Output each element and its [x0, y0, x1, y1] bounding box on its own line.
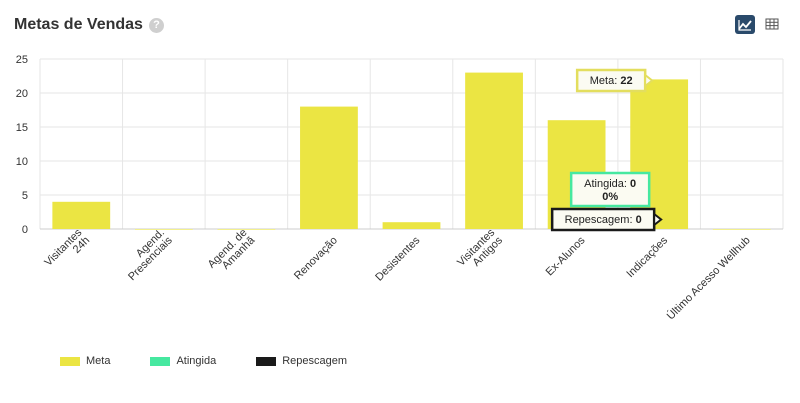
chart-title: Metas de Vendas	[14, 16, 143, 33]
x-tick-label-line: Renovação	[292, 234, 340, 282]
x-tick-label-line: Desistentes	[373, 234, 422, 283]
y-tick-label: 25	[16, 54, 28, 66]
x-tick-label-line: Último Acesso Wellhub	[664, 234, 753, 323]
bar-meta-8[interactable]	[712, 229, 771, 230]
chart-view-button[interactable]	[735, 15, 755, 34]
legend-swatch-meta	[60, 356, 80, 366]
tooltip-label: Meta:	[590, 75, 621, 87]
tooltip-label: Atingida:	[584, 178, 630, 190]
legend-item-meta[interactable]: Meta	[60, 355, 110, 367]
x-tick-label-line: Ex-Alunos	[544, 234, 588, 278]
legend-label-repescagem: Repescagem	[282, 355, 348, 367]
x-tick-label-line: Indicações	[624, 234, 670, 280]
tooltip-text: Repescagem: 0	[565, 214, 642, 226]
table-icon	[765, 18, 779, 30]
chart-legend: Meta Atingida Repescagem	[60, 355, 387, 367]
x-tick-label: Agend.Presenciais	[118, 226, 175, 283]
tooltip-label: Repescagem:	[565, 214, 636, 226]
legend-label-atingida: Atingida	[176, 355, 217, 367]
legend-item-repescagem[interactable]: Repescagem	[256, 355, 347, 367]
x-tick-label: Ex-Alunos	[544, 234, 588, 278]
bar-meta-1[interactable]	[134, 229, 193, 230]
tooltip-text: Atingida: 0	[584, 178, 636, 190]
bar-meta-2[interactable]	[217, 229, 276, 230]
bar-meta-0[interactable]	[52, 201, 111, 229]
bar-meta-5[interactable]	[465, 72, 523, 229]
x-tick-label: Último Acesso Wellhub	[664, 234, 753, 323]
help-icon[interactable]: ?	[148, 17, 164, 33]
sales-goals-chart: 0 5 10 15 20 25 Visitantes24h Agend.Presenciais…	[16, 54, 784, 323]
tooltip-arrow	[644, 72, 654, 89]
x-tick-label: Indicações	[624, 234, 670, 280]
tooltip-box-1	[569, 171, 651, 208]
x-tick-label: Renovação	[292, 234, 340, 282]
y-tick-label: 5	[22, 190, 28, 202]
x-tick-label: Visitantes24h	[42, 226, 92, 276]
legend-item-atingida[interactable]: Atingida	[150, 355, 216, 367]
tooltip-value: 0	[636, 214, 642, 226]
x-tick-label: VisitantesAntigos	[455, 226, 505, 276]
legend-swatch-repescagem	[256, 356, 277, 366]
bar-meta-4[interactable]	[382, 222, 441, 229]
legend-label-meta: Meta	[86, 355, 111, 367]
y-tick-label: 10	[16, 156, 28, 168]
bar-meta-3[interactable]	[300, 106, 358, 229]
y-tick-label: 20	[16, 88, 28, 100]
tooltip-value: 0	[630, 178, 636, 190]
tooltip-text: Meta: 22	[590, 75, 633, 87]
tooltip-extra: 0%	[602, 191, 618, 203]
table-view-button[interactable]	[765, 17, 779, 31]
x-tick-label: Agend. deAmanhã	[206, 226, 258, 278]
y-tick-label: 15	[16, 122, 28, 134]
tooltip-arrow	[653, 211, 663, 228]
chart-header: Metas de Vendas ?	[14, 13, 164, 37]
tooltip-value: 22	[620, 75, 632, 87]
legend-swatch-atingida	[150, 356, 171, 366]
y-tick-label: 0	[22, 224, 28, 236]
x-tick-label: Desistentes	[373, 234, 422, 283]
line-chart-icon	[738, 19, 752, 31]
